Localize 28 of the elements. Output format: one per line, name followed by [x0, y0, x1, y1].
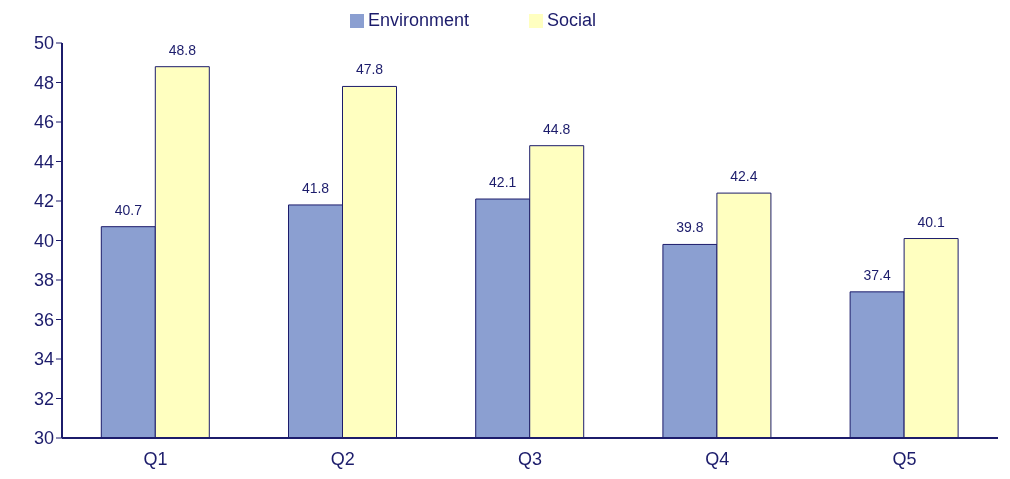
y-tick-label: 50: [33, 33, 54, 54]
y-tick-label: 42: [33, 191, 54, 212]
data-label: 41.8: [301, 179, 330, 196]
y-tick-label: 36: [33, 309, 54, 330]
data-label: 42.4: [730, 168, 758, 185]
data-label: 40.7: [114, 201, 143, 218]
y-tick-label: 44: [33, 151, 54, 172]
x-tick-label: Q3: [517, 448, 543, 469]
y-tick-label: 32: [33, 388, 54, 409]
data-label: 44.8: [543, 120, 571, 137]
data-label: 39.8: [676, 219, 704, 236]
legend-label: Social: [547, 10, 597, 30]
x-tick-label: Q5: [892, 448, 917, 469]
y-tick-label: 30: [33, 428, 54, 449]
x-tick-label: Q1: [143, 448, 168, 469]
x-tick-label: Q2: [330, 448, 355, 469]
y-tick-label: 34: [33, 349, 54, 370]
data-label: 42.1: [489, 174, 517, 191]
y-tick-label: 40: [33, 230, 54, 251]
data-label: 48.8: [168, 41, 197, 58]
data-label: 40.1: [917, 213, 945, 230]
data-label: 47.8: [355, 61, 384, 78]
y-tick-label: 46: [33, 112, 54, 133]
x-tick-label: Q4: [705, 448, 730, 469]
y-tick-label: 38: [33, 270, 54, 291]
y-tick-label: 48: [33, 72, 54, 93]
data-label: 37.4: [863, 266, 891, 283]
legend-label: Environment: [367, 10, 470, 30]
